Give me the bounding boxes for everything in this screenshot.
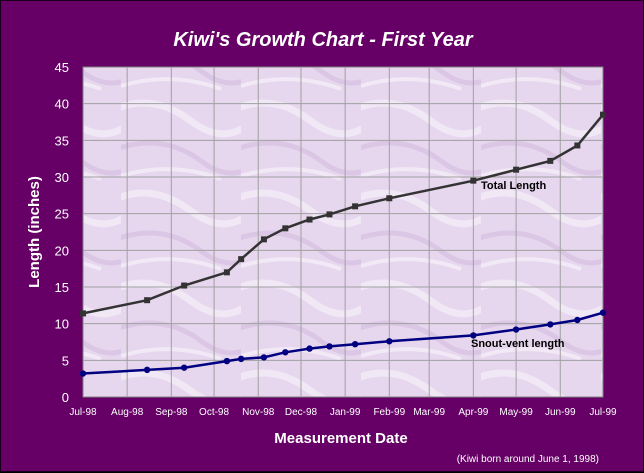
y-tick-5: 5 bbox=[62, 353, 69, 368]
y-tick-35: 35 bbox=[55, 133, 69, 148]
series-lines bbox=[79, 111, 607, 377]
series-0-point-4 bbox=[238, 256, 245, 263]
series-0-point-15 bbox=[600, 111, 606, 118]
y-tick-40: 40 bbox=[55, 97, 69, 112]
series-1-point-11 bbox=[470, 332, 477, 339]
series-0-point-14 bbox=[574, 142, 581, 149]
series-0-point-7 bbox=[306, 216, 313, 223]
x-tick-Oct-98: Oct-98 bbox=[199, 407, 229, 418]
x-axis-title: Measurement Date bbox=[274, 430, 407, 447]
series-0-point-11 bbox=[470, 177, 477, 184]
x-tick-Dec-98: Dec-98 bbox=[285, 407, 318, 418]
series-1-point-1 bbox=[143, 366, 151, 374]
series-1-point-13 bbox=[547, 321, 554, 328]
series-1-point-4 bbox=[237, 355, 245, 363]
birth-note: (Kiwi born around June 1, 1998) bbox=[457, 454, 599, 465]
x-tick-May-99: May-99 bbox=[499, 407, 533, 418]
x-tick-Jun-99: Jun-99 bbox=[545, 407, 576, 418]
x-tick-Jan-99: Jan-99 bbox=[330, 407, 361, 418]
series-label-snout-vent-length: Snout-vent length bbox=[471, 338, 565, 350]
series-1-point-7 bbox=[306, 345, 313, 352]
x-tick-Feb-99: Feb-99 bbox=[373, 407, 405, 418]
y-axis-title: Length (inches) bbox=[26, 176, 43, 288]
x-tick-Aug-98: Aug-98 bbox=[111, 407, 144, 418]
y-tick-20: 20 bbox=[55, 243, 69, 258]
x-tick-Nov-98: Nov-98 bbox=[242, 407, 275, 418]
series-1-point-8 bbox=[326, 343, 333, 350]
series-0-point-9 bbox=[352, 203, 359, 210]
series-1-point-3 bbox=[223, 357, 231, 365]
series-1-point-15 bbox=[599, 309, 607, 316]
x-tick-Mar-99: Mar-99 bbox=[413, 407, 445, 418]
x-tick-Sep-98: Sep-98 bbox=[155, 407, 188, 418]
x-tick-Jul-98: Jul-98 bbox=[69, 407, 97, 418]
series-0-point-2 bbox=[181, 282, 188, 289]
y-tick-10: 10 bbox=[55, 317, 69, 332]
series-1-point-2 bbox=[180, 364, 188, 371]
chart-title: Kiwi's Growth Chart - First Year bbox=[173, 29, 473, 51]
series-1-point-5 bbox=[260, 354, 268, 361]
series-line-1 bbox=[82, 311, 604, 375]
series-0-point-12 bbox=[513, 166, 520, 173]
series-1-point-12 bbox=[512, 326, 520, 333]
series-1-point-0 bbox=[79, 370, 87, 377]
gridlines bbox=[83, 67, 603, 397]
x-tick-labels: Jul-98 Aug-98 Sep-98 Oct-98 Nov-98 Dec-98 Jan-… bbox=[69, 407, 617, 418]
series-0-point-6 bbox=[282, 225, 289, 232]
series-0-point-3 bbox=[223, 269, 230, 276]
series-1-point-10 bbox=[386, 338, 393, 345]
y-tick-15: 15 bbox=[55, 280, 69, 295]
series-0-point-8 bbox=[326, 211, 333, 218]
y-tick-0: 0 bbox=[62, 390, 69, 405]
series-0-point-0 bbox=[80, 310, 86, 317]
series-0-point-13 bbox=[547, 157, 554, 164]
x-tick-Apr-99: Apr-99 bbox=[458, 407, 488, 418]
y-tick-labels: 0 5 10 15 20 25 30 35 40 45 bbox=[55, 60, 69, 405]
y-tick-25: 25 bbox=[55, 207, 69, 222]
series-label-total-length: Total Length bbox=[481, 180, 546, 192]
y-tick-45: 45 bbox=[55, 60, 69, 75]
series-0-point-10 bbox=[386, 195, 393, 202]
series-1-point-6 bbox=[282, 349, 289, 356]
series-0-point-5 bbox=[260, 236, 267, 243]
x-tick-Jul-99: Jul-99 bbox=[589, 407, 617, 418]
series-0-point-1 bbox=[144, 297, 151, 304]
series-line-0 bbox=[82, 113, 604, 315]
series-1-point-9 bbox=[351, 341, 359, 348]
series-1-point-14 bbox=[574, 316, 581, 324]
y-tick-30: 30 bbox=[55, 170, 69, 185]
